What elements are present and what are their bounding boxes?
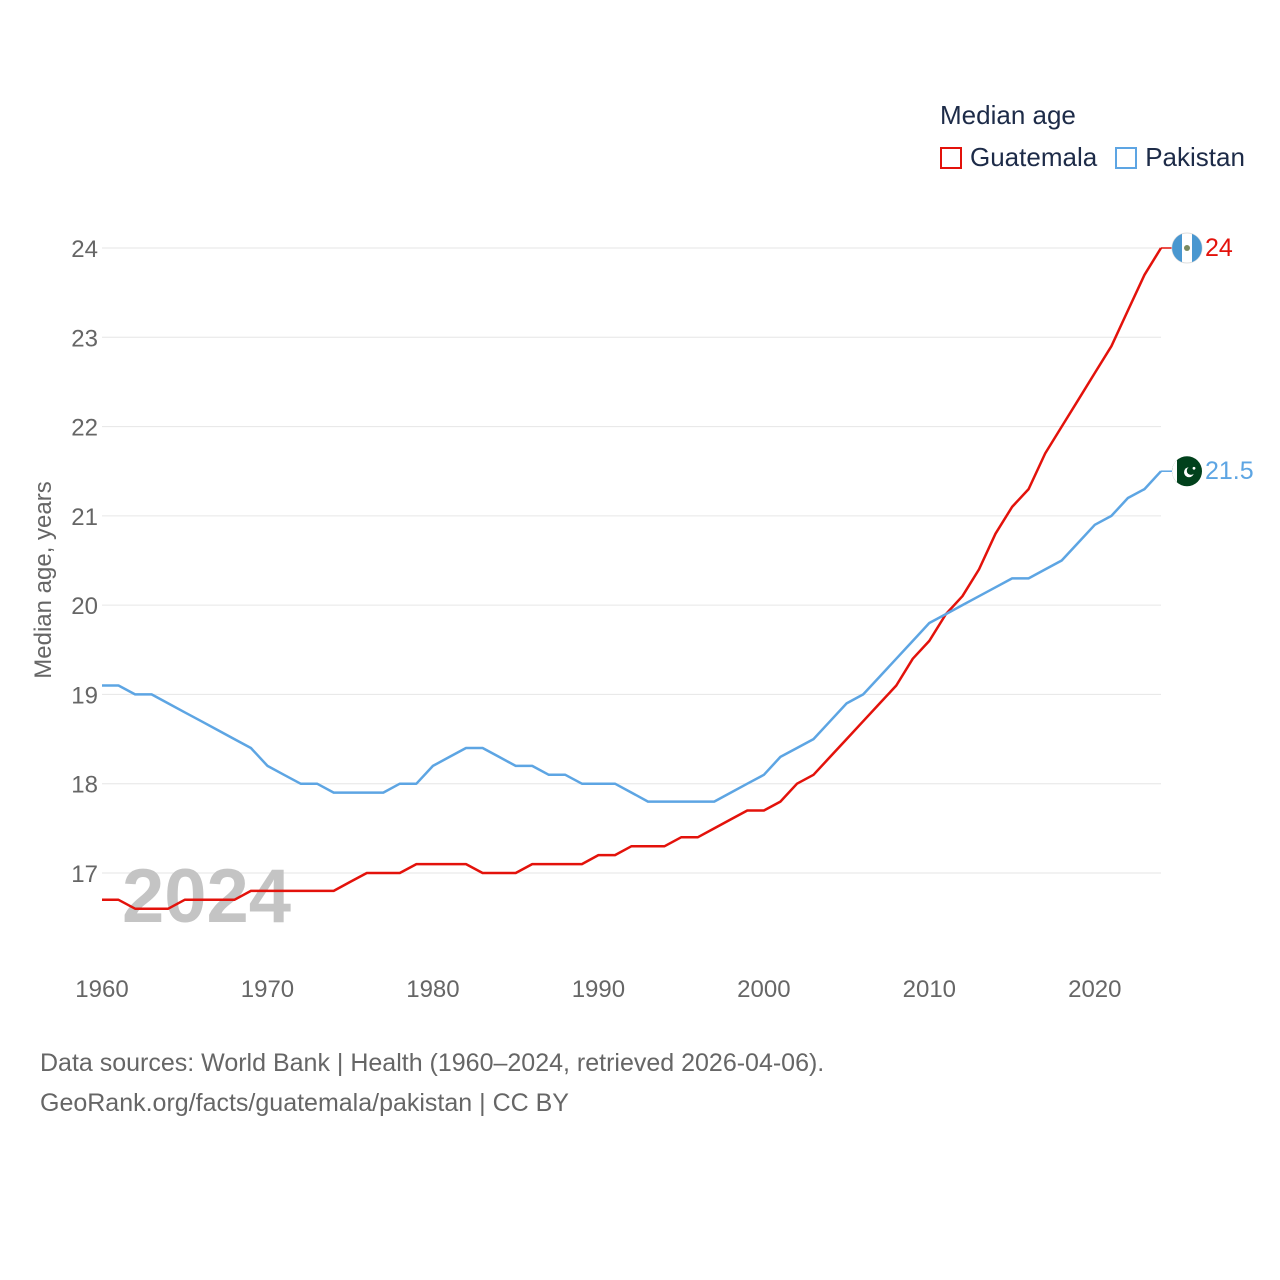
y-tick-label: 21 <box>71 504 98 531</box>
legend-title: Median age <box>940 100 1076 130</box>
flag-white-band <box>1171 460 1177 483</box>
flag-blue-right <box>1192 233 1202 263</box>
x-tick-label: 2000 <box>737 976 790 1003</box>
x-tick-label: 2020 <box>1068 976 1121 1003</box>
legend-label-pakistan: Pakistan <box>1145 142 1245 172</box>
grid-lines <box>102 247 1161 874</box>
series-end-label-guatemala: 24 <box>1205 234 1233 262</box>
x-tick-label: 2010 <box>903 976 956 1003</box>
y-tick-label: 18 <box>71 772 98 799</box>
y-tick-label: 17 <box>71 861 98 888</box>
legend-swatch-guatemala <box>940 146 962 169</box>
x-tick-label: 1990 <box>572 976 625 1003</box>
series-lines <box>102 247 1163 910</box>
y-tick-label: 22 <box>71 415 98 442</box>
sources-line: Data sources: World Bank | Health (1960–… <box>40 1049 825 1077</box>
flag-star <box>1192 466 1196 470</box>
attribution-link[interactable]: GeoRank.org/facts/guatemala/pakistan | C… <box>40 1089 569 1117</box>
series-end-label-pakistan: 21.5 <box>1205 457 1254 485</box>
legend-item-guatemala[interactable]: Guatemala <box>940 142 1097 173</box>
y-tick-label: 19 <box>71 682 98 709</box>
guatemala-flag-icon <box>1171 232 1203 264</box>
x-tick-labels: 1960 1970 1980 1990 2000 2010 2020 <box>75 976 1121 1003</box>
legend-swatch-pakistan <box>1115 146 1138 169</box>
y-tick-label: 24 <box>71 236 98 263</box>
x-tick-label: 1980 <box>406 976 459 1003</box>
series-line-guatemala <box>102 247 1163 910</box>
y-axis-label: Median age, years <box>30 481 57 678</box>
y-tick-labels: 17 18 19 20 21 22 23 24 <box>71 236 98 888</box>
flag-emblem <box>1184 245 1190 251</box>
x-tick-label: 1970 <box>241 976 294 1003</box>
legend: Guatemala Pakistan <box>940 142 1263 173</box>
legend-item-pakistan[interactable]: Pakistan <box>1115 142 1245 173</box>
series-line-pakistan <box>102 470 1162 803</box>
legend-label-guatemala: Guatemala <box>970 142 1098 172</box>
flag-blue-left <box>1172 233 1182 263</box>
year-watermark: 2024 <box>122 854 291 939</box>
pakistan-flag-icon <box>1171 456 1202 487</box>
y-tick-label: 20 <box>71 593 98 620</box>
y-tick-label: 23 <box>71 325 98 352</box>
x-tick-label: 1960 <box>75 976 128 1003</box>
series-end-markers: 24 21.5 <box>1161 232 1254 487</box>
data-sources: Data sources: World Bank | Health (1960–… <box>40 1043 824 1123</box>
